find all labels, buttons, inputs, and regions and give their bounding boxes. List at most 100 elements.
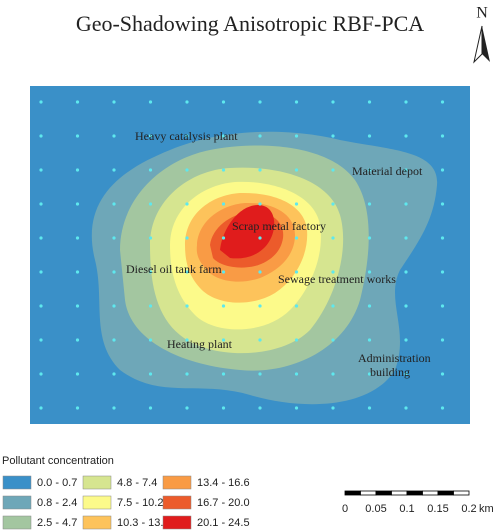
sample-point bbox=[440, 168, 445, 172]
sample-point bbox=[440, 406, 445, 410]
sample-point bbox=[112, 134, 116, 138]
scale-segment bbox=[422, 490, 439, 496]
sample-point bbox=[75, 270, 80, 274]
scale-label: 0.15 bbox=[427, 503, 448, 515]
sample-point bbox=[258, 338, 262, 342]
place-label: building bbox=[370, 365, 410, 379]
sample-point bbox=[440, 270, 445, 274]
sample-point bbox=[404, 134, 408, 138]
sample-point bbox=[294, 270, 299, 274]
sample-point bbox=[185, 304, 189, 308]
sample-point bbox=[404, 304, 408, 308]
map-area: Heavy catalysis plant Material depot Scr… bbox=[30, 86, 470, 424]
sample-point bbox=[185, 236, 189, 240]
scale-segment bbox=[360, 490, 377, 496]
sample-point bbox=[404, 100, 408, 104]
sample-point bbox=[39, 406, 43, 410]
legend-label: 4.8 - 7.4 bbox=[117, 477, 157, 489]
legend-label: 0.8 - 2.4 bbox=[37, 497, 77, 509]
sample-point bbox=[75, 236, 80, 240]
sample-point bbox=[367, 100, 372, 104]
sample-point bbox=[367, 304, 372, 308]
sample-point bbox=[185, 270, 189, 274]
legend-swatch bbox=[2, 515, 32, 530]
legend-label: 13.4 - 16.6 bbox=[197, 477, 250, 489]
sample-point bbox=[367, 134, 372, 138]
sample-point bbox=[39, 202, 43, 206]
sample-point bbox=[185, 338, 189, 342]
sample-point bbox=[294, 236, 299, 240]
sample-point bbox=[185, 202, 189, 206]
scale-segment bbox=[406, 490, 423, 496]
sample-points bbox=[39, 100, 445, 410]
north-label: N bbox=[476, 5, 488, 22]
scale-segment bbox=[437, 490, 454, 496]
sample-point bbox=[221, 202, 226, 206]
sample-point bbox=[148, 372, 153, 376]
sample-point bbox=[440, 372, 445, 376]
sample-point bbox=[148, 236, 153, 240]
legend-swatch bbox=[82, 475, 112, 490]
scale-segment bbox=[391, 490, 408, 496]
sample-point bbox=[404, 202, 408, 206]
legend-label: 2.5 - 4.7 bbox=[37, 517, 77, 529]
scale-label: 0.2 bbox=[461, 503, 476, 515]
sample-point bbox=[75, 406, 80, 410]
sample-point bbox=[331, 100, 335, 104]
legend-swatch bbox=[2, 475, 32, 490]
map-title: Geo-Shadowing Anisotropic RBF-PCA bbox=[76, 11, 424, 36]
sample-point bbox=[294, 134, 299, 138]
legend-label: 0.0 - 0.7 bbox=[37, 477, 77, 489]
sample-point bbox=[148, 304, 153, 308]
sample-point bbox=[221, 372, 226, 376]
sample-point bbox=[331, 202, 335, 206]
scale-segment bbox=[375, 490, 392, 496]
sample-point bbox=[75, 304, 80, 308]
sample-point bbox=[258, 372, 262, 376]
sample-point bbox=[294, 338, 299, 342]
sample-point bbox=[258, 270, 262, 274]
scale-label: 0.05 bbox=[365, 503, 386, 515]
sample-point bbox=[258, 406, 262, 410]
sample-point bbox=[367, 406, 372, 410]
sample-point bbox=[185, 372, 189, 376]
sample-point bbox=[294, 372, 299, 376]
sample-point bbox=[185, 168, 189, 172]
sample-point bbox=[75, 168, 80, 172]
sample-point bbox=[221, 338, 226, 342]
sample-point bbox=[221, 270, 226, 274]
sample-point bbox=[367, 270, 372, 274]
sample-point bbox=[294, 304, 299, 308]
sample-point bbox=[331, 168, 335, 172]
sample-point bbox=[367, 202, 372, 206]
place-label: Material depot bbox=[352, 164, 423, 178]
legend-swatch bbox=[162, 515, 192, 530]
sample-point bbox=[75, 372, 80, 376]
legend-swatch bbox=[162, 475, 192, 490]
place-label: Heavy catalysis plant bbox=[135, 129, 238, 143]
scale-bar: 0 0.05 0.1 0.15 0.2 km bbox=[342, 490, 494, 515]
sample-point bbox=[294, 168, 299, 172]
legend-swatch bbox=[162, 495, 192, 510]
sample-point bbox=[221, 134, 226, 138]
sample-point bbox=[294, 100, 299, 104]
sample-point bbox=[294, 406, 299, 410]
sample-point bbox=[404, 372, 408, 376]
sample-point bbox=[331, 406, 335, 410]
sample-point bbox=[148, 406, 153, 410]
legend-label: 7.5 - 10.2 bbox=[117, 497, 163, 509]
sample-point bbox=[148, 134, 153, 138]
scale-label: 0.1 bbox=[399, 503, 414, 515]
sample-point bbox=[112, 338, 116, 342]
scale-label: 0 bbox=[342, 503, 348, 515]
sample-point bbox=[112, 100, 116, 104]
sample-point bbox=[39, 270, 43, 274]
scale-segment bbox=[453, 490, 470, 496]
legend-swatch bbox=[2, 495, 32, 510]
sample-point bbox=[367, 236, 372, 240]
north-arrow: N bbox=[473, 5, 490, 64]
sample-point bbox=[440, 100, 445, 104]
sample-point bbox=[440, 304, 445, 308]
sample-point bbox=[185, 134, 189, 138]
legend: Pollutant concentration 0.0 - 0.7 0.8 - 2… bbox=[2, 455, 250, 530]
